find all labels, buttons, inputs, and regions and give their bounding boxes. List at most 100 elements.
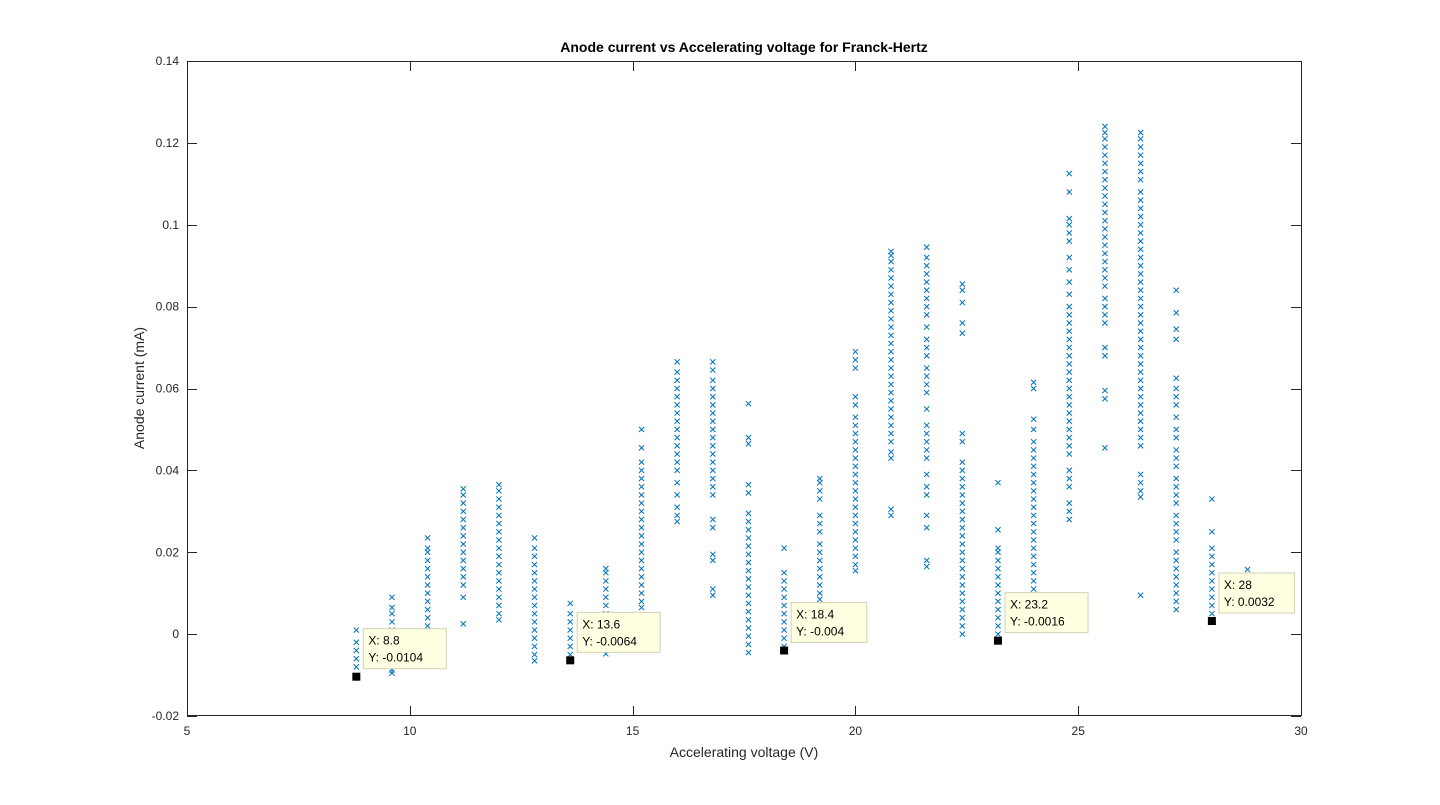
data-point	[745, 608, 752, 615]
data-point	[638, 444, 645, 451]
data-point	[709, 557, 716, 564]
datatip-marker[interactable]	[566, 656, 575, 665]
data-point	[1066, 360, 1073, 367]
data-point	[495, 561, 502, 568]
data-point	[1030, 496, 1037, 502]
data-point	[709, 442, 716, 449]
data-point	[1066, 279, 1073, 286]
data-point	[1137, 160, 1144, 167]
x-tick-label: 10	[403, 724, 417, 738]
data-point	[602, 594, 609, 601]
datatip[interactable]: X: 13.6 Y: -0.0064	[566, 611, 661, 665]
data-point	[1137, 152, 1144, 159]
data-point	[424, 590, 431, 597]
data-point	[531, 586, 538, 593]
data-point	[674, 504, 681, 511]
data-point	[1173, 401, 1180, 408]
data-point	[995, 545, 1001, 552]
data-point	[1066, 352, 1073, 359]
data-point	[1101, 444, 1108, 451]
data-point	[995, 622, 1001, 629]
datatip[interactable]: X: 28 Y: 0.0032	[1207, 572, 1296, 626]
data-point	[852, 496, 859, 502]
data-point	[781, 577, 788, 584]
data-point	[923, 270, 930, 277]
axes: 5 10 15 20 25 30 -0.02 0 0.02 0.04 0.06 0.08 0.1 0.1…	[152, 54, 1308, 738]
y-axis-ticks: -0.02 0 0.02 0.04 0.06 0.08 0.1 0.12 0.14	[152, 54, 1301, 723]
data-point	[995, 573, 1001, 580]
data-point	[959, 483, 966, 490]
data-point	[959, 467, 966, 474]
data-point	[709, 524, 716, 531]
data-point	[1137, 434, 1144, 441]
data-point	[389, 610, 395, 617]
data-point	[674, 369, 681, 376]
data-point	[923, 422, 930, 429]
data-point	[959, 281, 966, 288]
data-point	[1137, 336, 1144, 343]
datatip[interactable]: X: 18.4 Y: -0.004	[780, 602, 868, 655]
data-point	[424, 582, 431, 588]
data-point	[1101, 295, 1108, 302]
data-point	[923, 303, 930, 310]
data-point	[1101, 283, 1108, 290]
data-point	[495, 481, 502, 488]
datatip-x-text: X: 28	[1224, 578, 1252, 592]
datatip[interactable]: X: 8.8 Y: -0.0104	[352, 628, 447, 681]
data-point	[1173, 590, 1180, 597]
data-point	[995, 606, 1001, 613]
data-point	[1173, 565, 1180, 572]
data-point	[567, 635, 574, 642]
datatip-marker[interactable]	[993, 636, 1002, 645]
data-point	[1173, 434, 1180, 441]
data-point	[816, 520, 823, 527]
data-point	[852, 401, 859, 408]
data-point	[1066, 418, 1073, 425]
data-point	[602, 602, 609, 609]
data-point	[1137, 328, 1144, 335]
data-point	[1030, 438, 1037, 445]
data-point	[959, 516, 966, 523]
datatip-marker[interactable]	[1207, 617, 1216, 626]
data-point	[1173, 491, 1180, 498]
x-tick: 10	[403, 61, 417, 738]
data-point	[923, 438, 930, 445]
data-point	[567, 643, 574, 650]
datatip-marker[interactable]	[780, 646, 789, 655]
plot-area[interactable]	[187, 61, 1302, 716]
data-point	[995, 582, 1001, 588]
data-point	[709, 451, 716, 457]
data-point	[1137, 279, 1144, 286]
datatip-marker[interactable]	[352, 672, 361, 681]
data-point	[888, 448, 895, 455]
data-point	[923, 244, 930, 251]
data-point	[1137, 369, 1144, 376]
data-point	[1101, 387, 1108, 394]
data-point	[888, 332, 895, 339]
data-point	[495, 537, 502, 543]
data-point	[816, 496, 823, 502]
data-point	[531, 643, 538, 650]
data-point	[781, 602, 788, 609]
x-tick-label: 25	[1072, 724, 1086, 738]
data-point	[1173, 426, 1180, 433]
data-point	[888, 340, 895, 347]
datatip[interactable]: X: 23.2 Y: -0.0016	[993, 592, 1089, 645]
data-point	[674, 358, 681, 365]
datatip-y-text: Y: 0.0032	[1224, 595, 1275, 609]
data-point	[959, 622, 966, 629]
data-point	[1101, 209, 1108, 216]
data-point	[888, 324, 895, 331]
data-point	[1137, 401, 1144, 408]
data-point	[1137, 410, 1144, 417]
data-point	[638, 582, 645, 588]
data-point	[1137, 360, 1144, 367]
data-point	[923, 344, 930, 351]
data-point	[1030, 577, 1037, 584]
data-point	[1137, 393, 1144, 400]
data-point	[745, 534, 752, 541]
data-point	[1137, 442, 1144, 449]
data-point	[531, 610, 538, 617]
data-point	[709, 551, 716, 558]
data-point	[638, 549, 645, 556]
